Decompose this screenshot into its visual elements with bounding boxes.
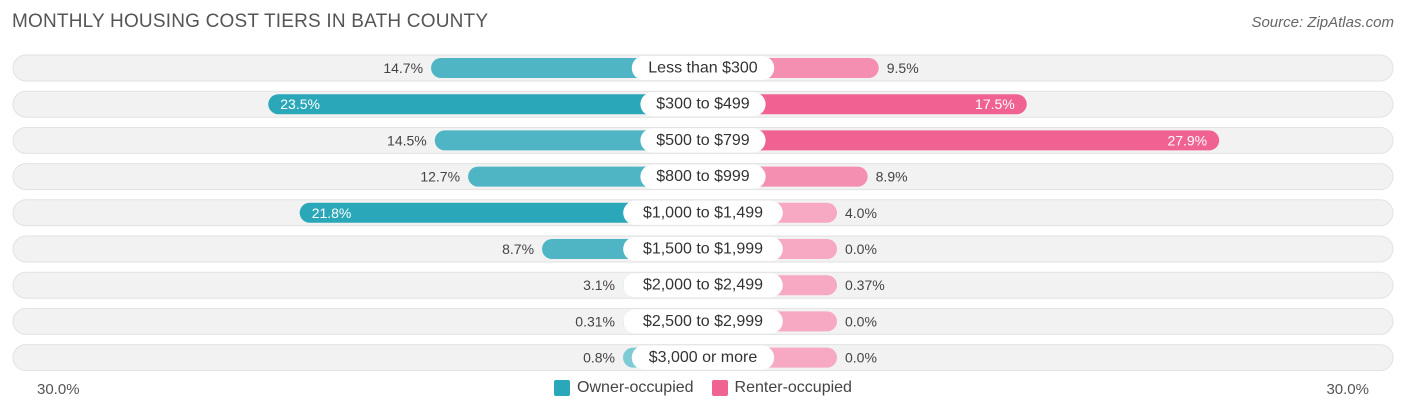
owner-swatch (554, 380, 571, 396)
category-pill (631, 345, 775, 370)
owner-value-label: 14.5% (387, 132, 427, 148)
category-label: $2,500 to $2,999 (643, 313, 763, 330)
legend: Owner-occupied Renter-occupied (0, 379, 1406, 397)
category-label: $300 to $499 (656, 96, 750, 113)
renter-value-label: 4.0% (845, 205, 877, 221)
owner-value-label: 0.31% (575, 313, 615, 329)
category-label: $3,000 or more (649, 349, 758, 366)
category-pill (623, 273, 783, 298)
category-label: $2,000 to $2,499 (643, 277, 763, 294)
category-label: $1,000 to $1,499 (643, 204, 763, 221)
owner-value-label: 21.8% (312, 205, 352, 221)
owner-bar (268, 94, 703, 115)
owner-value-label: 0.8% (583, 350, 615, 366)
category-pill (623, 309, 783, 334)
chart-source: Source: ZipAtlas.com (1251, 14, 1394, 31)
legend-item-owner[interactable]: Owner-occupied (554, 379, 694, 397)
category-pill (623, 200, 783, 225)
legend-item-renter[interactable]: Renter-occupied (711, 379, 852, 397)
category-pill (631, 56, 775, 80)
renter-bar (703, 94, 1027, 115)
category-pill (640, 92, 766, 117)
owner-value-label: 14.7% (383, 60, 423, 76)
renter-value-label: 0.0% (845, 313, 877, 329)
category-label: $1,500 to $1,999 (643, 241, 763, 258)
owner-bar (434, 130, 703, 151)
category-label: $800 to $999 (656, 168, 750, 185)
renter-value-label: 0.37% (845, 277, 885, 293)
category-label: Less than $300 (648, 60, 758, 77)
category-pill (640, 128, 766, 153)
legend-label-owner: Owner-occupied (577, 379, 694, 396)
legend-label-renter: Renter-occupied (734, 379, 852, 396)
category-pill (623, 237, 783, 261)
renter-value-label: 0.0% (845, 350, 877, 366)
category-pill (640, 164, 766, 189)
renter-value-label: 17.5% (975, 96, 1015, 112)
renter-swatch (711, 380, 728, 396)
owner-value-label: 23.5% (280, 96, 320, 112)
owner-bar (299, 202, 703, 223)
renter-value-label: 8.9% (876, 169, 908, 185)
renter-value-label: 9.5% (887, 60, 919, 76)
renter-value-label: 0.0% (845, 241, 877, 257)
axis-left-label: 30.0% (37, 381, 80, 398)
axis-right-label: 30.0% (1326, 381, 1369, 398)
renter-bar (703, 130, 1220, 151)
owner-value-label: 8.7% (502, 241, 534, 257)
renter-value-label: 27.9% (1167, 132, 1207, 148)
chart-title: MONTHLY HOUSING COST TIERS IN BATH COUNT… (12, 11, 489, 32)
owner-value-label: 12.7% (420, 169, 460, 185)
owner-value-label: 3.1% (583, 277, 615, 293)
category-label: $500 to $799 (656, 132, 750, 149)
